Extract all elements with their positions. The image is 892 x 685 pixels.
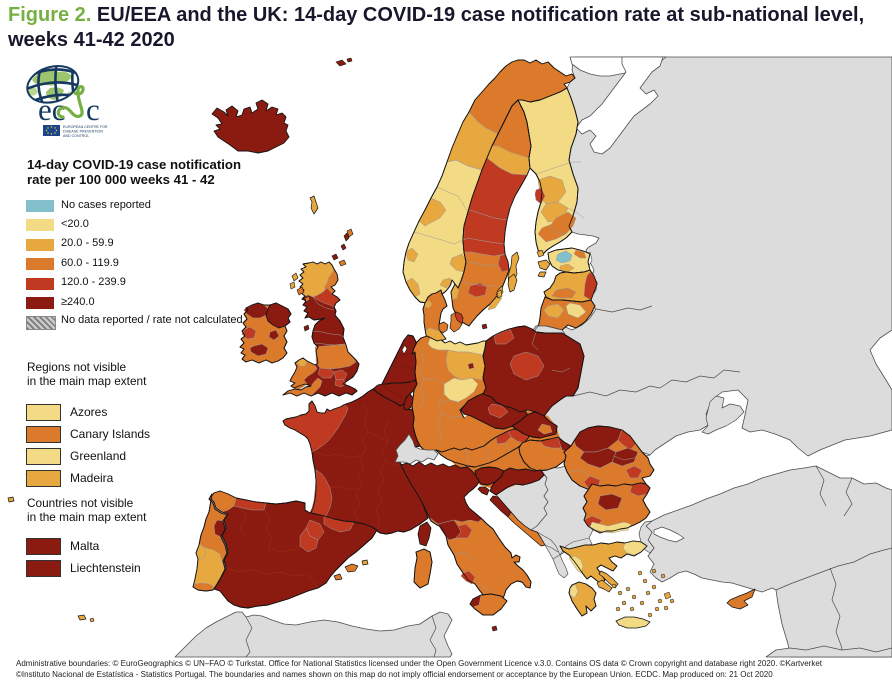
svg-text:AND CONTROL: AND CONTROL xyxy=(63,134,89,138)
svg-text:DISEASE PREVENTION: DISEASE PREVENTION xyxy=(63,129,103,133)
svg-text:c: c xyxy=(86,92,100,127)
svg-text:EUROPEAN CENTRE FOR: EUROPEAN CENTRE FOR xyxy=(63,125,108,129)
